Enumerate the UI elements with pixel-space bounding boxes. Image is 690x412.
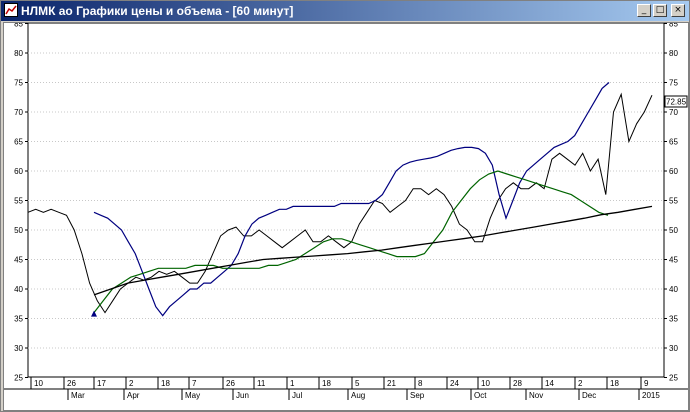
y-tick-label: 40 [669, 285, 678, 294]
day-tick-label: 2 [578, 379, 583, 388]
y-axis-right: 25 30 35 40 45 50 55 60 65 70 75 80 85 [664, 23, 678, 383]
day-tick-label: 8 [418, 379, 423, 388]
day-tick-label: 18 [610, 379, 619, 388]
close-button[interactable]: × [671, 4, 685, 17]
day-tick-label: 26 [67, 379, 76, 388]
maximize-button[interactable]: □ [653, 4, 667, 17]
minimize-button[interactable]: _ [637, 4, 651, 17]
day-tick-label: 10 [481, 379, 490, 388]
chart-area[interactable]: 25 30 35 40 45 50 55 60 65 70 75 80 85 25 30 35 40 45 50 5… [3, 22, 689, 411]
y-tick-label: 45 [14, 256, 23, 265]
series-layer [27, 82, 653, 317]
y-tick-label: 30 [14, 344, 23, 353]
upper-band-line [93, 82, 610, 317]
day-tick-label: 26 [226, 379, 235, 388]
month-tick-label: Aug [351, 391, 365, 400]
month-tick-label: Jun [236, 391, 249, 400]
price-badge-label: 72.85 [666, 98, 687, 107]
day-tick-label: 2 [129, 379, 134, 388]
y-tick-label: 30 [669, 344, 678, 353]
month-tick-label: May [185, 391, 200, 400]
y-tick-label: 85 [14, 23, 23, 29]
title-bar[interactable]: НЛМК ао Графики цены и объема - [60 мину… [1, 1, 689, 21]
y-tick-label: 35 [669, 315, 678, 324]
day-tick-label: 1 [290, 379, 295, 388]
day-tick-label: 5 [355, 379, 360, 388]
day-tick-label: 7 [192, 379, 197, 388]
day-tick-label: 21 [387, 379, 396, 388]
price-badge: 72.85 [664, 95, 688, 108]
y-tick-label: 70 [14, 108, 23, 117]
day-tick-label: 10 [34, 379, 43, 388]
day-tick-label: 14 [545, 379, 554, 388]
y-tick-label: 65 [669, 138, 678, 147]
y-tick-label: 55 [669, 197, 678, 206]
month-tick-label: Dec [582, 391, 596, 400]
month-tick-label: Jul [292, 391, 302, 400]
y-tick-label: 25 [669, 374, 678, 383]
y-tick-label: 50 [14, 226, 23, 235]
day-tick-label: 11 [257, 379, 266, 388]
y-tick-label: 25 [14, 374, 23, 383]
y-tick-label: 85 [669, 23, 678, 29]
y-tick-label: 55 [14, 197, 23, 206]
window-title: НЛМК ао Графики цены и объема - [60 мину… [21, 4, 294, 18]
y-tick-label: 70 [669, 108, 678, 117]
y-tick-label: 45 [669, 256, 678, 265]
month-tick-label: Sep [410, 391, 425, 400]
grid [28, 52, 664, 349]
y-tick-label: 50 [669, 226, 678, 235]
app-chart-icon [4, 3, 18, 17]
y-tick-label: 60 [14, 167, 23, 176]
day-tick-label: 24 [450, 379, 459, 388]
month-tick-label: 2015 [642, 391, 660, 400]
y-tick-label: 60 [669, 167, 678, 176]
y-tick-label: 80 [14, 49, 23, 58]
y-tick-label: 40 [14, 285, 23, 294]
month-tick-label: Oct [474, 391, 487, 400]
y-axis-left: 25 30 35 40 45 50 55 60 65 70 75 80 85 [14, 23, 28, 383]
y-tick-label: 75 [14, 79, 23, 88]
month-tick-label: Nov [529, 391, 543, 400]
lower-band-line [93, 170, 609, 313]
y-tick-label: 35 [14, 315, 23, 324]
moving-average-line [93, 205, 653, 296]
day-tick-label: 9 [644, 379, 649, 388]
y-tick-label: 80 [669, 49, 678, 58]
y-tick-label: 65 [14, 138, 23, 147]
day-tick-label: 17 [97, 379, 106, 388]
y-tick-label: 75 [669, 79, 678, 88]
day-tick-label: 18 [322, 379, 331, 388]
day-tick-label: 28 [513, 379, 522, 388]
month-tick-label: Mar [71, 391, 85, 400]
price-line [27, 92, 653, 314]
low-marker-icon [91, 310, 97, 317]
day-tick-label: 18 [161, 379, 170, 388]
month-tick-label: Apr [127, 391, 140, 400]
